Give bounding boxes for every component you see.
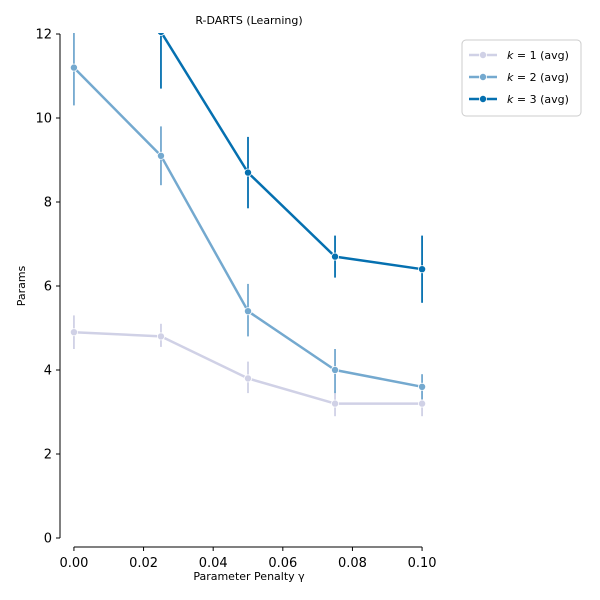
y-tick-label: 12 [35, 28, 52, 43]
y-tick-label: 6 [44, 280, 52, 295]
data-point [156, 332, 165, 341]
data-point [243, 307, 252, 316]
legend-box [461, 39, 582, 117]
series-1 [69, 315, 427, 417]
series-layer [69, 33, 427, 417]
data-point [157, 33, 165, 36]
x-tick-label: 0.06 [268, 556, 297, 571]
legend-marker [478, 95, 487, 104]
y-tick-label: 10 [35, 112, 52, 127]
chart-title: R-DARTS (Learning) [195, 14, 302, 27]
x-tick-label: 0.02 [129, 556, 158, 571]
x-tick-label: 0.10 [408, 556, 437, 571]
data-point [331, 365, 340, 374]
x-tick-label: 0.00 [59, 556, 88, 571]
axes: 0 2 4 6 8 10 12 0.00 0.02 0.04 0.06 0.08 0.10 [35, 28, 436, 572]
legend-label: k = 3 (avg) [507, 93, 569, 106]
legend: k = 1 (avg) k = 2 (avg) k = 3 (avg) [461, 39, 582, 117]
y-tick-label: 4 [44, 364, 52, 379]
y-tick-label: 0 [44, 532, 52, 547]
x-tick-label: 0.08 [338, 556, 367, 571]
y-tick-label: 8 [44, 196, 52, 211]
data-point [156, 151, 165, 160]
y-axis-label: Params [15, 265, 28, 306]
data-point [418, 265, 427, 274]
data-point [243, 374, 252, 383]
y-tick-label: 2 [44, 448, 52, 463]
x-axis-label: Parameter Penalty γ [193, 570, 305, 583]
data-point [69, 328, 78, 337]
series-2 [69, 33, 427, 400]
legend-label: k = 2 (avg) [507, 71, 569, 84]
series-line [160, 33, 423, 271]
legend-label: k = 1 (avg) [507, 49, 569, 62]
data-point [418, 399, 427, 408]
data-point [331, 399, 340, 408]
data-point [243, 168, 252, 177]
x-tick-label: 0.04 [199, 556, 228, 571]
legend-marker [478, 51, 487, 60]
series-line [73, 66, 423, 389]
legend-marker [478, 73, 487, 82]
series-3 [157, 33, 427, 303]
data-point [418, 382, 427, 391]
data-point [69, 63, 78, 72]
data-point [331, 252, 340, 261]
